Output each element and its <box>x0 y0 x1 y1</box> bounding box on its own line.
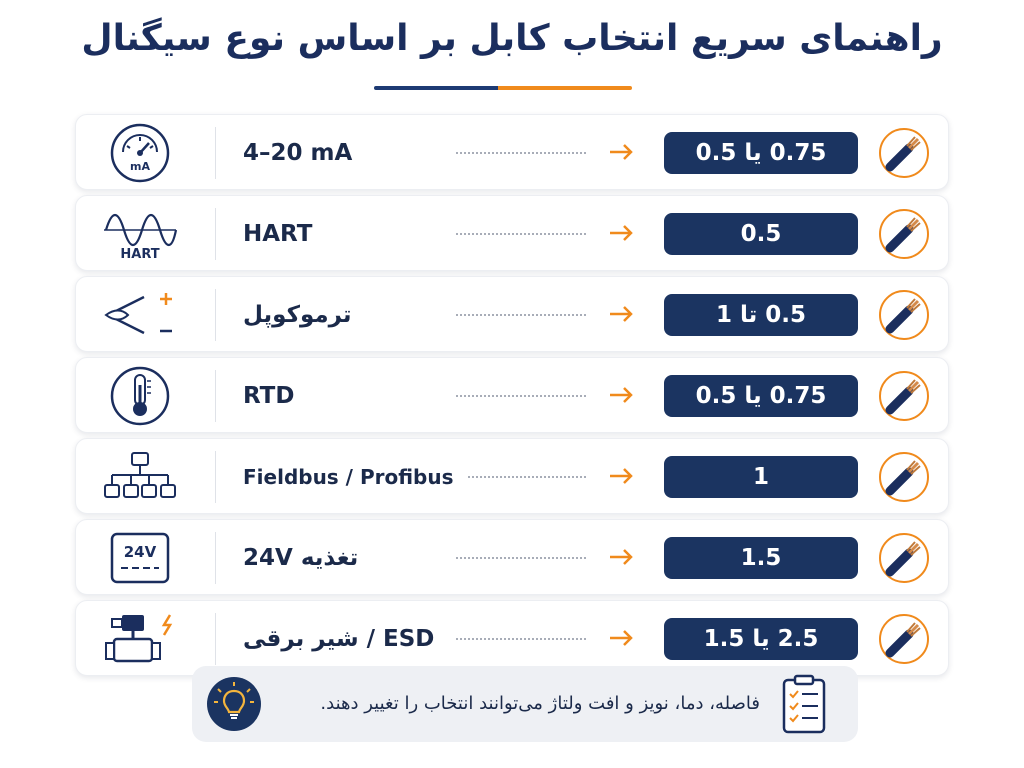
cable-icon <box>879 128 929 178</box>
arrow-right-icon <box>610 306 633 322</box>
list-item: ESD / شیر برقی 2.5 یا 1.5 <box>75 600 949 676</box>
list-item: Fieldbus / Profibus 1 <box>75 438 949 514</box>
title-underline <box>374 86 632 90</box>
thermometer-icon <box>98 364 182 428</box>
cable-icon <box>879 371 929 421</box>
page-title: راهنمای سریع انتخاب کابل بر اساس نوع سیگ… <box>81 18 943 59</box>
signal-type: ESD / شیر برقی <box>243 626 435 652</box>
lightbulb-icon <box>207 677 261 731</box>
thermocouple-icon <box>98 283 182 347</box>
list-item: mA 4–20 mA 0.75 یا 0.5 <box>75 114 949 190</box>
cable-size-badge: 0.75 یا 0.5 <box>664 132 858 174</box>
cable-size-badge: 1.5 <box>664 537 858 579</box>
current-meter-icon: mA <box>98 121 182 185</box>
solenoid-valve-icon <box>98 607 182 671</box>
signal-type: ترموکوپل <box>243 302 352 328</box>
power-supply-icon: 24V <box>98 526 182 590</box>
list-item: 24V تغذیه 24V 1.5 <box>75 519 949 595</box>
list-item: RTD 0.75 یا 0.5 <box>75 357 949 433</box>
cable-size-badge: 0.75 یا 0.5 <box>664 375 858 417</box>
network-tree-icon <box>98 445 182 509</box>
clipboard-checklist-icon <box>782 674 826 734</box>
signal-type: HART <box>243 221 313 247</box>
signal-type: Fieldbus / Profibus <box>243 465 454 489</box>
cable-guide-list: mA 4–20 mA 0.75 یا 0.5 HART HART <box>75 114 949 681</box>
cable-icon <box>879 452 929 502</box>
cable-icon <box>879 290 929 340</box>
cable-icon <box>879 614 929 664</box>
note-box: فاصله، دما، نویز و افت ولتاژ می‌توانند ا… <box>192 666 858 742</box>
arrow-right-icon <box>610 225 633 241</box>
cable-size-badge: 0.5 تا 1 <box>664 294 858 336</box>
cable-size-badge: 1 <box>664 456 858 498</box>
signal-type: RTD <box>243 383 295 409</box>
cable-icon <box>879 533 929 583</box>
note-text: فاصله، دما، نویز و افت ولتاژ می‌توانند ا… <box>320 693 760 714</box>
cable-size-badge: 0.5 <box>664 213 858 255</box>
dotted-connector <box>468 476 586 478</box>
dotted-connector <box>456 557 586 559</box>
dotted-connector <box>456 314 586 316</box>
icon-label: 24V <box>124 543 157 561</box>
dotted-connector <box>456 233 586 235</box>
hart-wave-icon: HART <box>98 202 182 266</box>
dotted-connector <box>456 152 586 154</box>
arrow-right-icon <box>610 549 633 565</box>
list-item: HART HART 0.5 <box>75 195 949 271</box>
cable-size-badge: 2.5 یا 1.5 <box>664 618 858 660</box>
signal-type: 4–20 mA <box>243 140 353 166</box>
icon-label: mA <box>130 160 150 173</box>
arrow-right-icon <box>610 630 633 646</box>
dotted-connector <box>456 638 586 640</box>
arrow-right-icon <box>610 468 633 484</box>
list-item: ترموکوپل 0.5 تا 1 <box>75 276 949 352</box>
arrow-right-icon <box>610 144 633 160</box>
arrow-right-icon <box>610 387 633 403</box>
cable-icon <box>879 209 929 259</box>
icon-label: HART <box>120 247 159 262</box>
signal-type: تغذیه 24V <box>243 545 359 571</box>
dotted-connector <box>456 395 586 397</box>
